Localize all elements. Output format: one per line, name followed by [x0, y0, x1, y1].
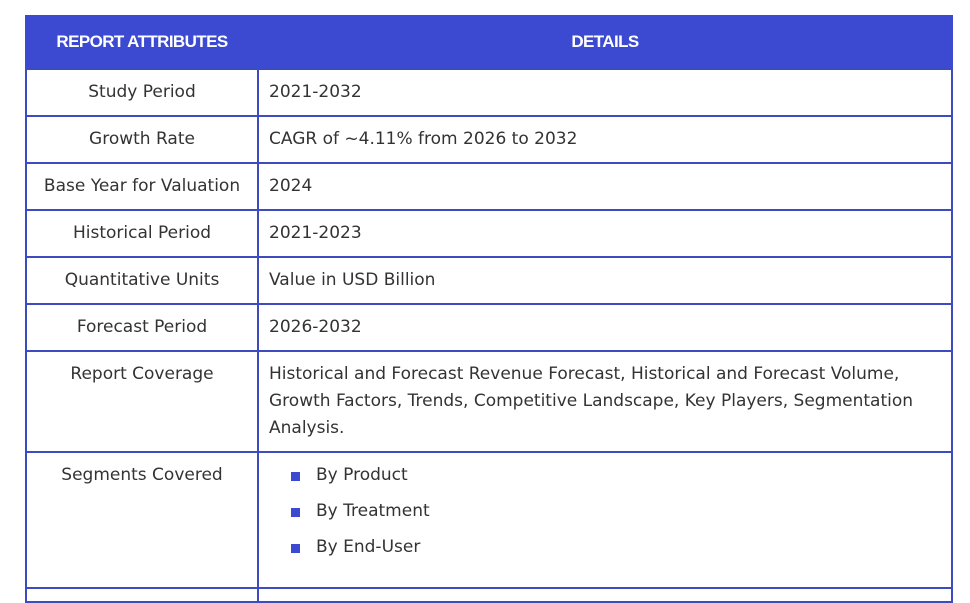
row-detail-partial [257, 587, 953, 603]
row-detail: 2026-2032 [257, 303, 953, 352]
list-item: By End-User [291, 534, 941, 561]
header-report-attributes: REPORT ATTRIBUTES [25, 15, 259, 69]
row-detail: 2021-2023 [257, 209, 953, 258]
table-row: Forecast Period 2026-2032 [25, 303, 953, 352]
row-attribute: Segments Covered [25, 451, 259, 589]
row-attribute: Growth Rate [25, 115, 259, 164]
list-item: By Treatment [291, 498, 941, 525]
header-details: DETAILS [257, 15, 953, 69]
row-detail: Value in USD Billion [257, 256, 953, 305]
row-detail-segments: By Product By Treatment By End-User [257, 451, 953, 589]
row-detail: 2021-2032 [257, 68, 953, 117]
report-attributes-table: REPORT ATTRIBUTES DETAILS Study Period 2… [25, 15, 953, 603]
table-header-row: REPORT ATTRIBUTES DETAILS [25, 15, 953, 69]
segment-label: By Product [316, 465, 408, 485]
row-attribute: Study Period [25, 68, 259, 117]
square-bullet-icon [291, 508, 300, 517]
segment-label: By Treatment [316, 501, 430, 521]
segments-list: By Product By Treatment By End-User [269, 462, 941, 561]
table-row: Report Coverage Historical and Forecast … [25, 350, 953, 453]
row-attribute: Forecast Period [25, 303, 259, 352]
row-attribute-partial [25, 587, 259, 603]
table-row: Growth Rate CAGR of ~4.11% from 2026 to … [25, 115, 953, 164]
table-row: Quantitative Units Value in USD Billion [25, 256, 953, 305]
table-row: Historical Period 2021-2023 [25, 209, 953, 258]
row-attribute: Historical Period [25, 209, 259, 258]
row-detail: Historical and Forecast Revenue Forecast… [257, 350, 953, 453]
list-item: By Product [291, 462, 941, 489]
row-attribute: Quantitative Units [25, 256, 259, 305]
row-attribute: Base Year for Valuation [25, 162, 259, 211]
table-row: Base Year for Valuation 2024 [25, 162, 953, 211]
report-attributes-table-container: REPORT ATTRIBUTES DETAILS Study Period 2… [25, 15, 953, 603]
row-detail: 2024 [257, 162, 953, 211]
square-bullet-icon [291, 472, 300, 481]
segment-label: By End-User [316, 537, 421, 557]
square-bullet-icon [291, 544, 300, 553]
row-attribute: Report Coverage [25, 350, 259, 453]
table-row-segments: Segments Covered By Product By Treatment [25, 451, 953, 589]
table-row: Study Period 2021-2032 [25, 68, 953, 117]
row-detail: CAGR of ~4.11% from 2026 to 2032 [257, 115, 953, 164]
table-row-partial [25, 587, 953, 603]
